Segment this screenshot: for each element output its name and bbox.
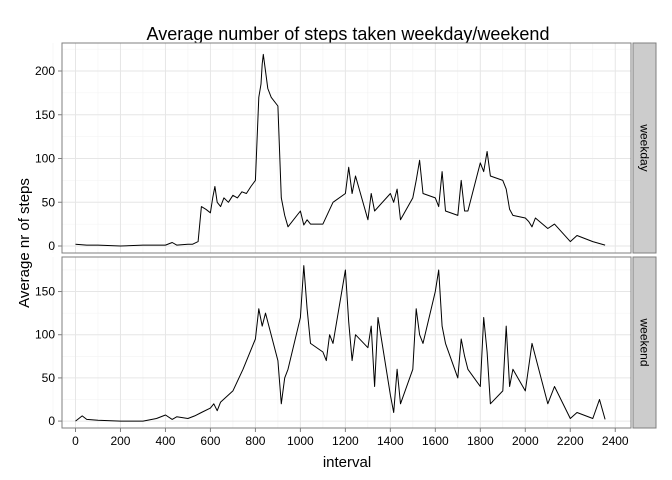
facet-strip-label: weekend: [638, 317, 652, 366]
y-tick-label: 50: [42, 371, 56, 385]
panel-background: [62, 43, 631, 253]
x-tick-label: 2400: [602, 434, 629, 448]
panel-weekend: 0 50 100 150 weekend: [35, 256, 657, 429]
y-tick-label: 0: [48, 414, 55, 428]
x-tick-label: 400: [155, 434, 175, 448]
y-tick-label: 50: [42, 195, 56, 209]
y-tick-label: 150: [35, 285, 55, 299]
x-tick-label: 2000: [512, 434, 539, 448]
x-axis: 0 200 400 600 800 1000 1200 1400 1600 1800 2000 220…: [72, 428, 629, 448]
x-tick-label: 800: [245, 434, 265, 448]
y-tick-label: 200: [35, 64, 55, 78]
x-tick-label: 1800: [467, 434, 494, 448]
x-tick-label: 1000: [287, 434, 314, 448]
x-tick-label: 200: [110, 434, 130, 448]
chart-title: Average number of steps taken weekday/we…: [147, 24, 550, 44]
x-tick-label: 1600: [422, 434, 449, 448]
y-axis-title: Average nr of steps: [16, 178, 33, 308]
facet-strip: [632, 256, 657, 429]
y-tick-label: 100: [35, 152, 55, 166]
panel-border: [61, 42, 632, 254]
x-tick-label: 1400: [377, 434, 404, 448]
facet-strip-label: weekday: [638, 123, 652, 171]
x-tick-label: 1200: [332, 434, 359, 448]
series-line-weekday: [75, 53, 606, 247]
x-tick-label: 0: [72, 434, 79, 448]
x-tick-label: 2200: [557, 434, 584, 448]
facet-strip: [632, 42, 657, 254]
panel-border: [61, 256, 632, 429]
x-tick-label: 600: [200, 434, 220, 448]
y-tick-label: 0: [48, 239, 55, 253]
y-tick-label: 150: [35, 108, 55, 122]
panel-weekday: 0 50 100 150 200 weekday: [35, 42, 657, 254]
series-line-weekend: [75, 265, 606, 422]
x-axis-title: interval: [323, 454, 371, 471]
y-tick-label: 100: [35, 328, 55, 342]
facet-panels: 0 50 100 150 200 weekday 0 50 100 150 weekend: [35, 42, 657, 429]
